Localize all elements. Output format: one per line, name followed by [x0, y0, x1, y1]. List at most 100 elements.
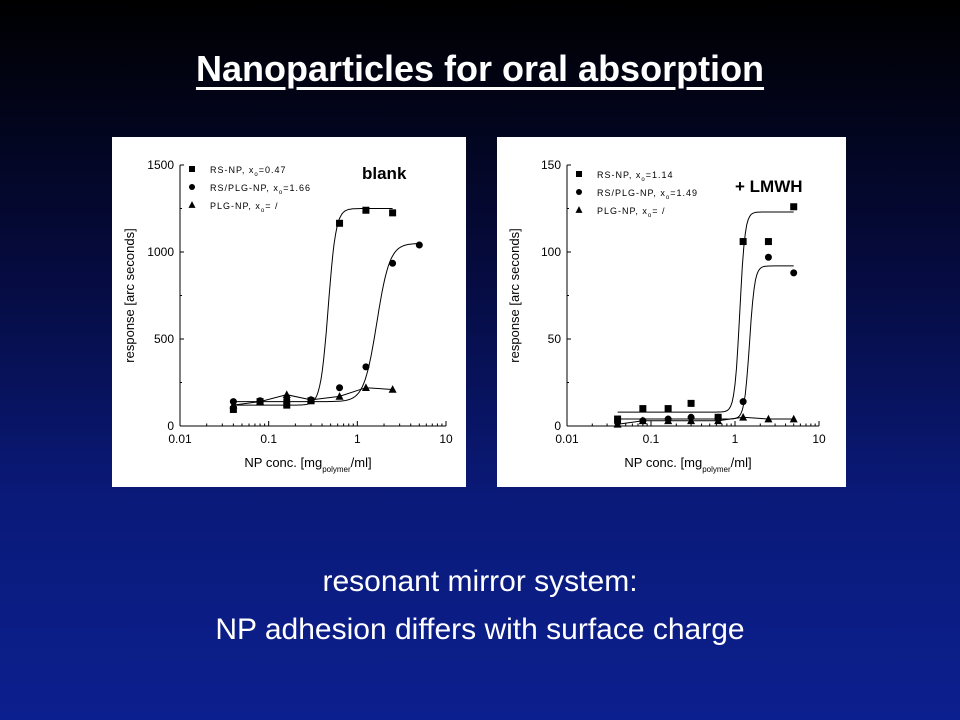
data-point-triangle: [256, 397, 265, 405]
legend-entry: PLG-NP, xo= /: [210, 201, 278, 214]
y-tick-label: 0: [167, 419, 174, 433]
legend-entry: RS/PLG-NP, xo=1.49: [597, 188, 698, 201]
x-axis-label-end: /ml]: [731, 455, 752, 470]
data-point-circle: [362, 363, 370, 371]
fit-curve: [233, 208, 393, 406]
legend-entry-value: =1.66: [283, 183, 311, 193]
x-axis-label-end: /ml]: [351, 455, 372, 470]
x-tick-label: 0.01: [555, 432, 579, 446]
caption-line-1: resonant mirror system:: [322, 565, 638, 598]
data-point-triangle: [306, 395, 315, 404]
fit-curve: [233, 243, 420, 403]
legend-marker: [576, 189, 582, 195]
legend-entry-sub: o: [641, 177, 645, 183]
legend-entry-name: RS/PLG-NP, x: [597, 188, 666, 198]
x-axis-label-sub: polymer: [702, 465, 731, 474]
legend-entry-name: RS/PLG-NP, x: [210, 183, 279, 193]
legend-marker: [188, 201, 196, 208]
fit-curve: [617, 265, 794, 420]
data-point-triangle: [361, 383, 370, 392]
y-axis-label: response [arc seconds]: [122, 228, 137, 362]
x-axis-label-sub: polymer: [322, 465, 351, 474]
data-point-triangle: [282, 390, 291, 399]
data-point-square: [229, 405, 237, 413]
y-tick-label: 150: [541, 158, 561, 172]
y-tick-label: 1000: [147, 245, 174, 259]
legend-entry-value: =1.14: [646, 170, 674, 180]
data-point-triangle: [613, 419, 622, 428]
legend-entry-sub: o: [279, 190, 283, 196]
chart-annotation: blank: [362, 164, 407, 183]
legend-entry: RS/PLG-NP, xo=1.66: [210, 183, 311, 196]
legend-entry-sub: o: [666, 195, 670, 201]
data-point-circle: [764, 253, 772, 261]
legend-entry-value: = /: [265, 201, 278, 211]
x-axis-label-main: NP conc. [mg: [624, 455, 702, 470]
x-tick-label: 1: [732, 432, 739, 446]
data-point-square: [739, 238, 747, 246]
data-point-square: [764, 238, 772, 246]
legend-entry-sub: o: [261, 208, 265, 214]
legend-entry-name: RS-NP, x: [597, 170, 641, 180]
fit-curve: [617, 211, 794, 413]
slide-title: Nanoparticles for oral absorption: [195, 48, 765, 89]
data-point-square: [283, 401, 291, 409]
data-point-circle: [336, 384, 344, 392]
data-point-circle: [283, 396, 291, 404]
data-point-circle: [415, 241, 423, 249]
data-point-triangle: [664, 416, 673, 425]
legend-marker: [576, 171, 582, 177]
data-point-square: [639, 405, 647, 413]
data-point-triangle: [229, 400, 238, 409]
legend-entry-value: = /: [652, 206, 665, 216]
y-tick-label: 1500: [147, 158, 174, 172]
data-point-square: [362, 206, 370, 214]
x-tick-label: 1: [354, 432, 361, 446]
y-axis-label: response [arc seconds]: [507, 228, 522, 362]
fit-curve: [617, 416, 794, 425]
data-point-square: [389, 209, 397, 217]
caption-line-2: NP adhesion differs with surface charge: [215, 613, 745, 646]
y-tick-label: 0: [554, 419, 561, 433]
x-axis-label: NP conc. [mgpolymer/ml]: [244, 455, 371, 474]
data-point-square: [687, 399, 695, 407]
data-point-square: [664, 405, 672, 413]
legend-marker: [575, 206, 583, 213]
chart-blank: 0 500 1000 1500 0.01 0.1 1 10 response [arc seco…: [122, 158, 453, 474]
data-point-circle: [790, 269, 798, 277]
chart-annotation: + LMWH: [735, 177, 803, 196]
data-point-circle: [389, 259, 397, 267]
x-axis-label-main: NP conc. [mg: [244, 455, 322, 470]
legend-entry: RS-NP, xo=0.47: [210, 165, 286, 178]
data-point-triangle: [388, 385, 397, 393]
legend-entry: PLG-NP, xo= /: [597, 206, 665, 219]
legend-marker: [189, 166, 195, 172]
data-point-triangle: [714, 416, 723, 425]
data-point-triangle: [764, 414, 773, 423]
x-tick-label: 0.01: [168, 432, 192, 446]
y-tick-label: 100: [541, 245, 561, 259]
data-point-triangle: [687, 416, 696, 425]
y-tick-label: 50: [548, 332, 562, 346]
legend-entry-name: RS-NP, x: [210, 165, 254, 175]
legend-entry: RS-NP, xo=1.14: [597, 170, 673, 183]
legend-marker: [189, 184, 195, 190]
legend-entry-value: =0.47: [259, 165, 287, 175]
x-tick-label: 0.1: [643, 432, 660, 446]
legend-entry-name: PLG-NP, x: [597, 206, 648, 216]
data-point-square: [336, 219, 344, 227]
chart-panel-blank: 0 500 1000 1500 0.01 0.1 1 10 response [arc seco…: [112, 137, 466, 487]
chart-panel-lmwh: 0 50 100 150 0.01 0.1 1 10 response [arc seconds…: [497, 137, 846, 487]
legend-entry-value: =1.49: [670, 188, 698, 198]
chart-lmwh: 0 50 100 150 0.01 0.1 1 10 response [arc seconds…: [507, 158, 826, 474]
data-point-square: [790, 203, 798, 211]
x-axis-label: NP conc. [mgpolymer/ml]: [624, 455, 751, 474]
data-point-triangle: [789, 414, 798, 423]
legend-entry-sub: o: [254, 172, 258, 178]
data-point-triangle: [739, 412, 748, 421]
x-tick-label: 10: [812, 432, 826, 446]
data-point-triangle: [335, 392, 344, 400]
legend-entry-name: PLG-NP, x: [210, 201, 261, 211]
data-point-triangle: [638, 416, 647, 425]
legend-entry-sub: o: [648, 213, 652, 219]
